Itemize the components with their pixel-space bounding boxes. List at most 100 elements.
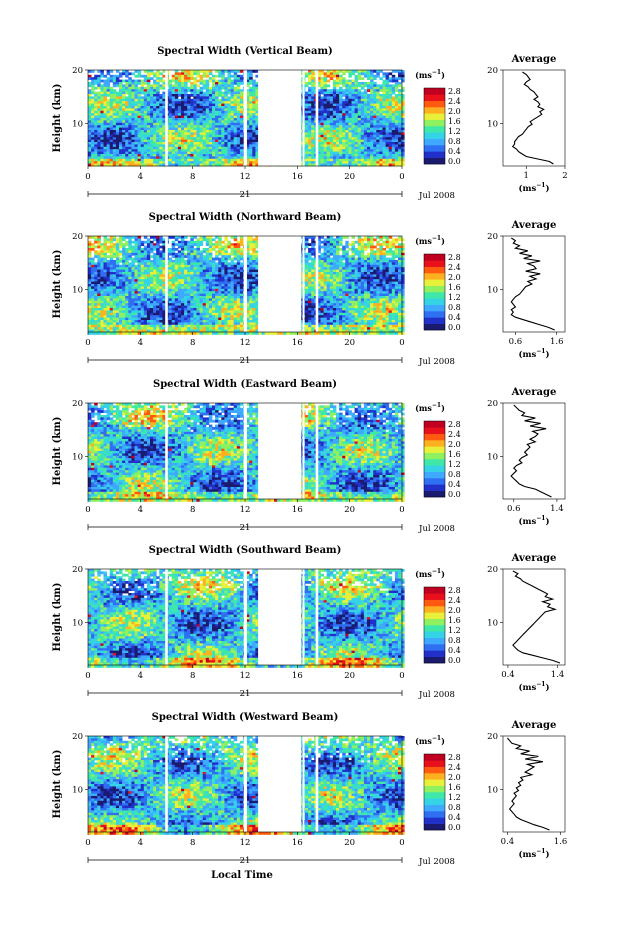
x-tick-label: 8 [190, 838, 195, 848]
y-tick-label: 10 [72, 452, 83, 462]
colorbar-swatch [424, 285, 445, 293]
y-tick-label: 20 [72, 732, 83, 742]
average-x-label: (ms−1) [518, 848, 549, 860]
y-axis-label: Height (km) [52, 750, 63, 819]
average-x-tick-label: 1.6 [554, 837, 568, 847]
colorbar-swatch [424, 754, 445, 761]
data-gap [243, 70, 247, 166]
colorbar-swatch [424, 471, 445, 479]
average-title: Average [511, 720, 557, 731]
x-tick-label: 8 [190, 505, 195, 515]
colorbar-tick-label: 2.8 [448, 586, 461, 595]
average-frame [502, 568, 566, 666]
colorbar-frame [423, 253, 446, 331]
average-y-tick-label: 20 [487, 399, 498, 409]
colorbar-swatch [424, 254, 445, 261]
panel-2: Spectral Width (Northward Beam) 20 10 Heigh… [52, 212, 566, 367]
colorbar-swatch [424, 465, 445, 472]
colorbar-unit: (ms−1) [415, 69, 445, 80]
colorbar-tick-label: 0.0 [448, 323, 461, 332]
colorbar-tick-label: 0.8 [448, 303, 461, 312]
colorbar-swatch [424, 266, 445, 274]
colorbar-swatch [424, 811, 445, 818]
x-tick-label: 12 [240, 172, 251, 182]
x-tick-label: 4 [138, 505, 143, 515]
day-label: 21 [240, 356, 251, 366]
x-tick-label: 4 [138, 838, 143, 848]
colorbar-swatch [424, 637, 445, 645]
date-label: Jul 2008 [418, 690, 455, 700]
colorbar-swatch [424, 440, 445, 447]
y-tick-label: 10 [72, 119, 83, 129]
day-label: 21 [240, 689, 251, 699]
data-gap [302, 236, 305, 332]
y-tick-label: 20 [72, 232, 83, 242]
colorbar-swatch [424, 618, 445, 626]
x-tick-label: 12 [240, 671, 251, 681]
data-gap [165, 569, 168, 665]
average-profile-line [510, 237, 555, 331]
colorbar-tick-label: 2.0 [448, 606, 461, 615]
average-y-tick-label: 10 [487, 452, 498, 462]
x-tick-label: 20 [344, 172, 355, 182]
colorbar-tick-label: 2.8 [448, 420, 461, 429]
average-panel: Average 20 10 0.6 1.6(ms−1) [487, 220, 566, 360]
colorbar-swatch [424, 317, 445, 324]
colorbar-tick-label: 0.4 [448, 147, 461, 156]
day-label: 21 [240, 523, 251, 533]
colorbar-swatch [424, 260, 445, 267]
x-tick-label: 0 [399, 838, 404, 848]
average-x-tick-label: 0.4 [501, 837, 515, 847]
colorbar-tick-label: 2.8 [448, 87, 461, 96]
data-gap [315, 569, 319, 665]
colorbar-tick-label: 1.2 [448, 793, 461, 802]
data-gap [315, 70, 319, 166]
colorbar-tick-label: 2.4 [448, 430, 461, 439]
average-x-tick-label: 1.6 [550, 337, 564, 347]
data-gap [243, 236, 247, 332]
data-gap [315, 236, 319, 332]
colorbar-swatch [424, 490, 445, 498]
date-label: Jul 2008 [418, 357, 455, 367]
x-axis-label: Local Time [211, 870, 273, 881]
average-y-tick-label: 20 [487, 565, 498, 575]
colorbar-tick-label: 0.8 [448, 470, 461, 479]
x-tick-label: 12 [240, 838, 251, 848]
average-panel: Average 20 10 0.4 1.4(ms−1) [487, 553, 566, 693]
average-profile-line [510, 404, 552, 498]
colorbar-tick-label: 0.0 [448, 490, 461, 499]
colorbar-swatch [424, 132, 445, 139]
colorbar-frame [423, 586, 446, 664]
day-label: 21 [240, 856, 251, 866]
average-y-tick-label: 20 [487, 232, 498, 242]
average-panel: Average 20 10 1 2 (ms−1) [487, 54, 568, 194]
average-y-tick-label: 20 [487, 66, 498, 76]
colorbar-tick-label: 1.2 [448, 127, 461, 136]
colorbar-tick-label: 2.4 [448, 97, 461, 106]
average-frame [502, 235, 566, 333]
colorbar-swatch [424, 478, 445, 485]
x-tick-label: 16 [292, 505, 303, 515]
average-title: Average [511, 387, 557, 398]
data-gap [243, 403, 247, 499]
colorbar-swatch [424, 631, 445, 638]
data-gap [258, 736, 302, 832]
average-x-tick-label: 1.4 [551, 670, 565, 680]
colorbar-swatch [424, 625, 445, 632]
colorbar-tick-label: 2.4 [448, 263, 461, 272]
average-y-tick-label: 10 [487, 119, 498, 129]
colorbar-tick-label: 2.4 [448, 596, 461, 605]
colorbar-swatch [424, 298, 445, 305]
average-y-tick-label: 10 [487, 618, 498, 628]
panel-3: Spectral Width (Eastward Beam) 20 10 Height… [52, 379, 566, 534]
colorbar-unit: (ms−1) [415, 235, 445, 246]
colorbar-tick-label: 2.4 [448, 763, 461, 772]
average-y-tick-label: 20 [487, 732, 498, 742]
colorbar-swatch [424, 433, 445, 441]
colorbar-unit: (ms−1) [415, 568, 445, 579]
colorbar-swatch [424, 100, 445, 108]
average-profile-line [512, 570, 561, 664]
y-tick-label: 10 [72, 285, 83, 295]
colorbar-swatch [424, 94, 445, 101]
average-profile-line [511, 71, 554, 165]
